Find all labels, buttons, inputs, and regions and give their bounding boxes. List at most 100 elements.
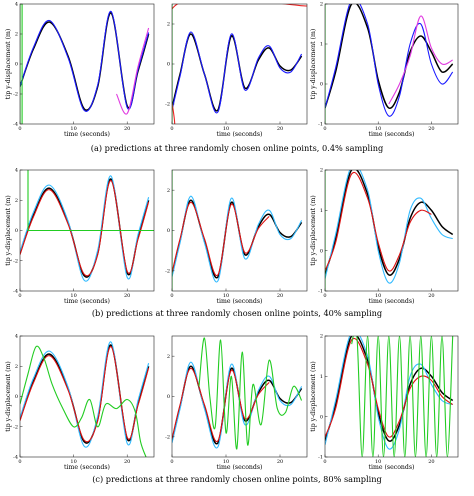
x-tick-label: 20: [277, 459, 283, 465]
y-tick-label: -2: [13, 258, 18, 264]
subplot-r0-c1: 0 10 20 -2 0 2 time (seconds): [165, 3, 308, 138]
x-tick-label: 0: [170, 126, 173, 132]
x-tick-label: 0: [323, 293, 326, 299]
axes-frame: [324, 169, 459, 292]
x-tick-label: 20: [277, 293, 283, 299]
y-tick-label: -1: [318, 122, 323, 128]
series-line-3: [27, 170, 154, 232]
series-line-2: [325, 337, 454, 438]
x-tick-label: 0: [323, 126, 326, 132]
y-axis-label: tip y-displacement (m): [5, 29, 12, 100]
x-tick-label: 10: [70, 126, 76, 132]
x-axis-label: time (seconds): [369, 298, 415, 305]
axes-frame: [19, 335, 155, 458]
y-tick-label: 2: [15, 32, 18, 38]
y-tick-label: 4: [15, 334, 18, 340]
y-tick-label: -4: [13, 455, 18, 461]
subplot-r2-c0: 0 10 20 -4 -2 0 2 4 time (seconds) tip y-displace…: [5, 334, 155, 471]
subplot-r1-c1: 0 10 20 -2 0 2 time (seconds): [165, 169, 308, 305]
y-tick-label: 0: [167, 62, 170, 68]
series-line-0: [20, 12, 150, 111]
y-tick-label: 2: [167, 188, 170, 194]
y-tick-label: -2: [13, 92, 18, 98]
series-line-0: [172, 365, 303, 445]
y-tick-label: 0: [167, 394, 170, 400]
y-tick-label: 2: [320, 334, 323, 340]
series-line-2: [172, 367, 270, 443]
series-line-1: [172, 361, 303, 449]
x-tick-label: 10: [375, 293, 381, 299]
subplot-r2-c1: 0 10 20 -2 0 2 time (seconds): [165, 335, 308, 471]
y-tick-label: 0: [15, 228, 18, 234]
series-line-0: [172, 33, 303, 112]
caption-a: (a) predictions at three randomly chosen…: [91, 143, 384, 153]
x-axis-label: time (seconds): [369, 464, 415, 471]
x-axis-label: time (seconds): [64, 131, 110, 138]
axes-frame: [19, 3, 155, 125]
series-line-1: [325, 4, 454, 117]
y-tick-label: 0: [320, 248, 323, 254]
series-line-2: [20, 180, 150, 277]
y-tick-label: 0: [15, 62, 18, 68]
x-tick-label: 20: [124, 293, 130, 299]
series-line-3: [20, 345, 147, 457]
x-tick-label: 0: [323, 459, 326, 465]
y-tick-label: 2: [15, 364, 18, 370]
y-tick-label: -2: [13, 424, 18, 430]
x-tick-label: 0: [170, 293, 173, 299]
series-line-3: [351, 336, 454, 457]
x-tick-label: 10: [375, 126, 381, 132]
y-tick-label: 4: [15, 168, 18, 174]
series-line-0: [20, 344, 150, 444]
y-tick-label: 1: [320, 42, 323, 48]
y-tick-label: 2: [15, 198, 18, 204]
x-axis-label: time (seconds): [217, 298, 263, 305]
y-axis-label: tip y-displacement (m): [310, 361, 317, 432]
y-tick-label: -1: [318, 289, 323, 295]
y-tick-label: 2: [320, 168, 323, 174]
y-tick-label: 0: [15, 394, 18, 400]
x-axis-label: time (seconds): [217, 464, 263, 471]
y-tick-label: -4: [13, 122, 18, 128]
y-tick-label: -2: [165, 435, 170, 441]
caption-c: (c) predictions at three randomly chosen…: [92, 474, 382, 484]
series-line-0: [20, 178, 150, 278]
axes-frame: [324, 3, 459, 125]
y-tick-label: 2: [167, 354, 170, 360]
x-tick-label: 10: [70, 293, 76, 299]
x-tick-label: 10: [223, 293, 229, 299]
axes-frame: [324, 335, 459, 458]
x-tick-label: 10: [70, 459, 76, 465]
y-tick-label: 2: [320, 2, 323, 8]
y-axis-label: tip y-displacement (m): [310, 195, 317, 266]
series-line-1: [20, 175, 150, 282]
series-line-0: [172, 199, 303, 279]
y-tick-label: 1: [320, 374, 323, 380]
y-tick-label: -2: [165, 102, 170, 108]
y-axis-label: tip y-displacement (m): [5, 195, 12, 266]
y-tick-label: 2: [167, 22, 170, 28]
y-tick-label: 0: [320, 414, 323, 420]
y-tick-label: 1: [320, 208, 323, 214]
series-line-2: [172, 4, 307, 124]
series-line-1: [172, 195, 303, 283]
y-tick-label: 4: [15, 2, 18, 8]
subplot-r0-c0: 0 10 20 -4 -2 0 2 4 time (seconds) tip y-displace…: [5, 2, 155, 138]
x-tick-label: 20: [428, 126, 434, 132]
series-line-1: [20, 10, 150, 112]
x-tick-label: 10: [223, 126, 229, 132]
x-tick-label: 10: [375, 459, 381, 465]
x-tick-label: 20: [428, 293, 434, 299]
x-tick-label: 20: [428, 459, 434, 465]
series-line-2: [325, 171, 432, 272]
x-tick-label: 0: [18, 293, 21, 299]
series-line-1: [20, 341, 150, 448]
x-tick-label: 0: [18, 459, 21, 465]
y-tick-label: -2: [165, 269, 170, 275]
y-axis-label: tip y-displacement (m): [5, 361, 12, 432]
